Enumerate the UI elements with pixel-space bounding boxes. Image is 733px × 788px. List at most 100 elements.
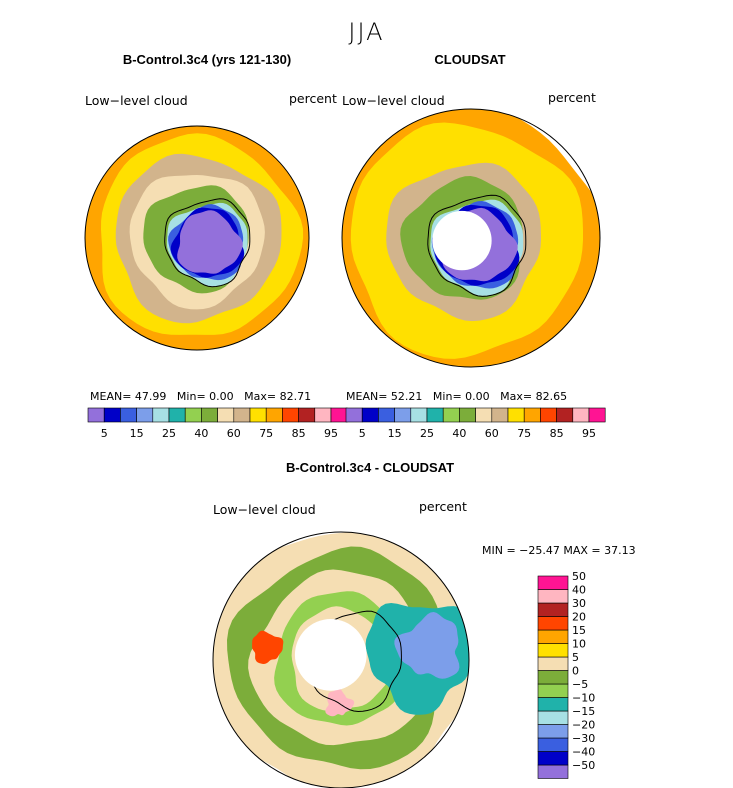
panel2-units-label: percent — [548, 90, 596, 105]
colorbar-2-box-1 — [361, 407, 379, 423]
colorbar-2-tick-85: 85 — [550, 427, 564, 440]
map-1-boundary — [84, 125, 310, 351]
colorbar-2-box-3 — [394, 407, 412, 423]
panel3-minmax: MIN = −25.47 MAX = 37.13 — [482, 544, 636, 557]
colorbar-1-box-1 — [103, 407, 121, 423]
colorbar-3-tick-11: 20 — [572, 611, 586, 624]
missing-data-pole — [294, 619, 367, 691]
colorbar-1-box-11 — [265, 407, 283, 423]
colorbar-2-box-6 — [442, 407, 460, 423]
colorbar-1-tick-5: 5 — [101, 427, 108, 440]
panel2-mean-label: MEAN= — [346, 390, 388, 403]
colorbar-3-box-0 — [537, 764, 569, 779]
colorbar-2-box-12 — [540, 407, 557, 423]
colorbar-1-tick-25: 25 — [162, 427, 176, 440]
colorbar-2-box-14 — [572, 407, 590, 423]
colorbar-3-box-8 — [537, 656, 569, 671]
colorbar-1-box-7 — [201, 407, 218, 423]
colorbar-3-box-10 — [537, 629, 569, 644]
colorbar-3-tick-5: −10 — [572, 692, 595, 705]
coastline-antarctica — [164, 198, 251, 288]
colorbar-1-box-15 — [330, 407, 348, 423]
panel1-mean-value: 47.99 — [134, 390, 167, 403]
colorbar-2-box-5 — [426, 407, 444, 423]
colorbar-1-box-3 — [136, 407, 154, 423]
panel2-min-value: 0.00 — [465, 390, 490, 403]
colorbar-1-box-10 — [249, 407, 267, 423]
colorbar-3-tick-8: 5 — [572, 651, 579, 664]
panel3-units-label: percent — [419, 499, 467, 514]
colorbar-2-box-11 — [523, 407, 541, 423]
colorbar-1-tick-60: 60 — [227, 427, 241, 440]
colorbar-3-tick-14: 50 — [572, 570, 586, 583]
colorbar-1-box-2 — [120, 407, 137, 423]
colorbar-3-tick-3: −20 — [572, 719, 595, 732]
colorbar-3-box-9 — [537, 643, 569, 658]
colorbar-2-box-10 — [507, 407, 525, 423]
map-3-boundary — [212, 531, 470, 788]
contour-interior — [177, 210, 243, 274]
colorbar-3-tick-9: 10 — [572, 638, 586, 651]
panel2-max-value: 82.65 — [535, 390, 568, 403]
panel2-variable-label: Low−level cloud — [342, 93, 445, 108]
panel1-title: B-Control.3c4 (yrs 121-130) — [122, 52, 292, 67]
colorbar-2-tick-60: 60 — [485, 427, 499, 440]
contour-positive-west — [252, 630, 284, 664]
colorbar-2-box-9 — [491, 407, 509, 423]
colorbar-2-tick-95: 95 — [582, 427, 596, 440]
contour-negative-core — [394, 612, 460, 679]
coastline-antarctica — [427, 194, 527, 297]
colorbar-3-box-4 — [537, 710, 569, 725]
panel3-variable-label: Low−level cloud — [213, 502, 316, 517]
panel1-min-value: 0.00 — [209, 390, 234, 403]
colorbar-2-box-13 — [556, 407, 574, 423]
colorbar-3-box-6 — [537, 683, 569, 698]
figure-season-title: JJA — [348, 18, 385, 46]
colorbar-3-tick-2: −30 — [572, 732, 595, 745]
colorbar-1-box-0 — [87, 407, 105, 423]
panel1-variable-label: Low−level cloud — [85, 93, 188, 108]
colorbar-2-tick-15: 15 — [388, 427, 402, 440]
colorbar-2-box-4 — [410, 407, 428, 423]
colorbar-1-box-8 — [217, 407, 235, 423]
colorbar-3-box-5 — [537, 697, 569, 712]
colorbar-1-box-14 — [314, 407, 332, 423]
map-3-field — [213, 532, 469, 788]
colorbar-2-box-2 — [378, 407, 395, 423]
colorbar-3-tick-1: −40 — [572, 746, 595, 759]
colorbar-2-tick-75: 75 — [517, 427, 531, 440]
colorbar-3-box-2 — [537, 737, 569, 752]
panel1-stats: MEAN= 47.99 Min= 0.00 Max= 82.71 — [90, 390, 311, 403]
colorbar-3-tick-0: −50 — [572, 759, 595, 772]
colorbar-3-box-3 — [537, 724, 569, 739]
colorbar-1-box-9 — [233, 407, 251, 423]
panel2-stats: MEAN= 52.21 Min= 0.00 Max= 82.65 — [346, 390, 567, 403]
colorbar-1-box-13 — [298, 407, 316, 423]
map-2-boundary — [341, 108, 601, 368]
colorbar-2-box-8 — [475, 407, 493, 423]
colorbar-1-box-12 — [282, 407, 299, 423]
colorbar-2-tick-25: 25 — [420, 427, 434, 440]
colorbar-2-box-0 — [345, 407, 363, 423]
contour-positive-core — [325, 688, 355, 717]
panel1-max-label: Max= — [244, 390, 277, 403]
panel2-max-label: Max= — [500, 390, 533, 403]
colorbar-1-tick-40: 40 — [194, 427, 208, 440]
panel1-units-label: percent — [289, 91, 337, 106]
colorbar-1-tick-15: 15 — [130, 427, 144, 440]
panel1-max-value: 82.71 — [279, 390, 312, 403]
colorbar-1-tick-85: 85 — [292, 427, 306, 440]
colorbar-2-tick-5: 5 — [359, 427, 366, 440]
colorbar-3-tick-13: 40 — [572, 584, 586, 597]
colorbar-3-box-11 — [537, 616, 569, 631]
panel1-min-label: Min= — [176, 390, 206, 403]
colorbar-3-box-13 — [537, 589, 569, 604]
panel2-min-label: Min= — [432, 390, 462, 403]
colorbar-3-box-14 — [537, 575, 569, 590]
colorbar-3-tick-12: 30 — [572, 597, 586, 610]
colorbar-3-box-1 — [537, 751, 569, 766]
colorbar-2-box-7 — [459, 407, 476, 423]
colorbar-1-box-4 — [152, 407, 170, 423]
colorbar-3-tick-6: −5 — [572, 678, 588, 691]
